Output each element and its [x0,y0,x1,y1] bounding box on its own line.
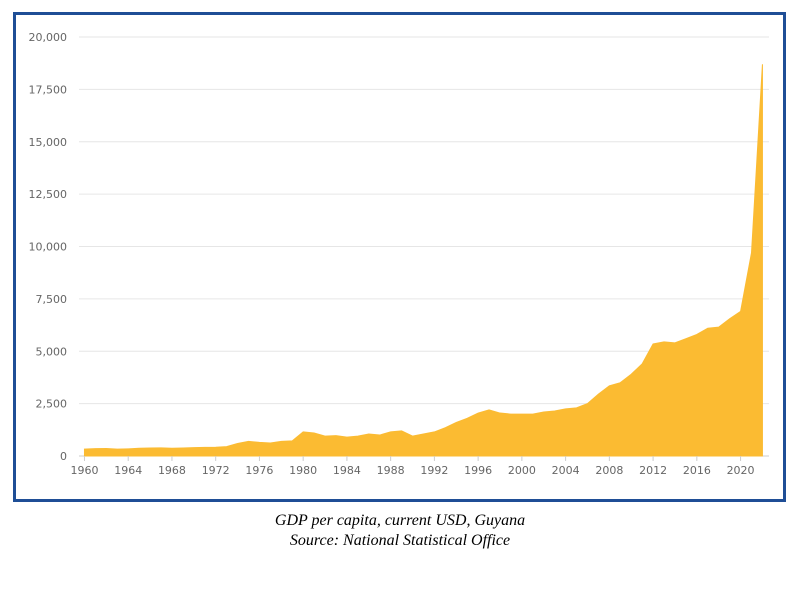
x-tick-label: 1988 [377,464,405,477]
chart-frame: 0 2,500 5,000 7,500 10,000 12,500 15,000 17,500… [13,12,786,502]
x-tick-label: 2012 [639,464,667,477]
y-tick-label: 12,500 [29,188,68,201]
x-tick-label: 1996 [464,464,492,477]
x-tick-label: 2008 [595,464,623,477]
x-tick-label: 2016 [683,464,711,477]
y-tick-label: 20,000 [29,31,68,44]
y-tick-label: 0 [60,450,67,463]
chart-caption-title: GDP per capita, current USD, Guyana [274,512,526,529]
x-tick-label: 1980 [289,464,317,477]
x-tick-label: 1972 [202,464,230,477]
y-tick-label: 2,500 [36,398,68,411]
x-tick-label: 1960 [70,464,98,477]
area-chart: 0 2,500 5,000 7,500 10,000 12,500 15,000 17,500… [29,31,769,477]
x-tick-label: 1976 [245,464,273,477]
x-tick-label: 2004 [552,464,580,477]
y-tick-label: 7,500 [36,293,68,306]
gdp-per-capita-area [83,64,763,457]
x-tick-label: 2020 [727,464,755,477]
y-tick-label: 10,000 [29,241,68,254]
x-tick-label: 1968 [158,464,186,477]
chart-caption-source: Source: National Statistical Office [289,532,511,549]
x-tick-label: 1964 [114,464,142,477]
x-tick-label: 1984 [333,464,361,477]
y-tick-label: 5,000 [36,345,68,358]
x-tick-label: 2000 [508,464,536,477]
y-tick-label: 15,000 [29,136,68,149]
y-tick-label: 17,500 [29,83,68,96]
x-tick-label: 1992 [420,464,448,477]
